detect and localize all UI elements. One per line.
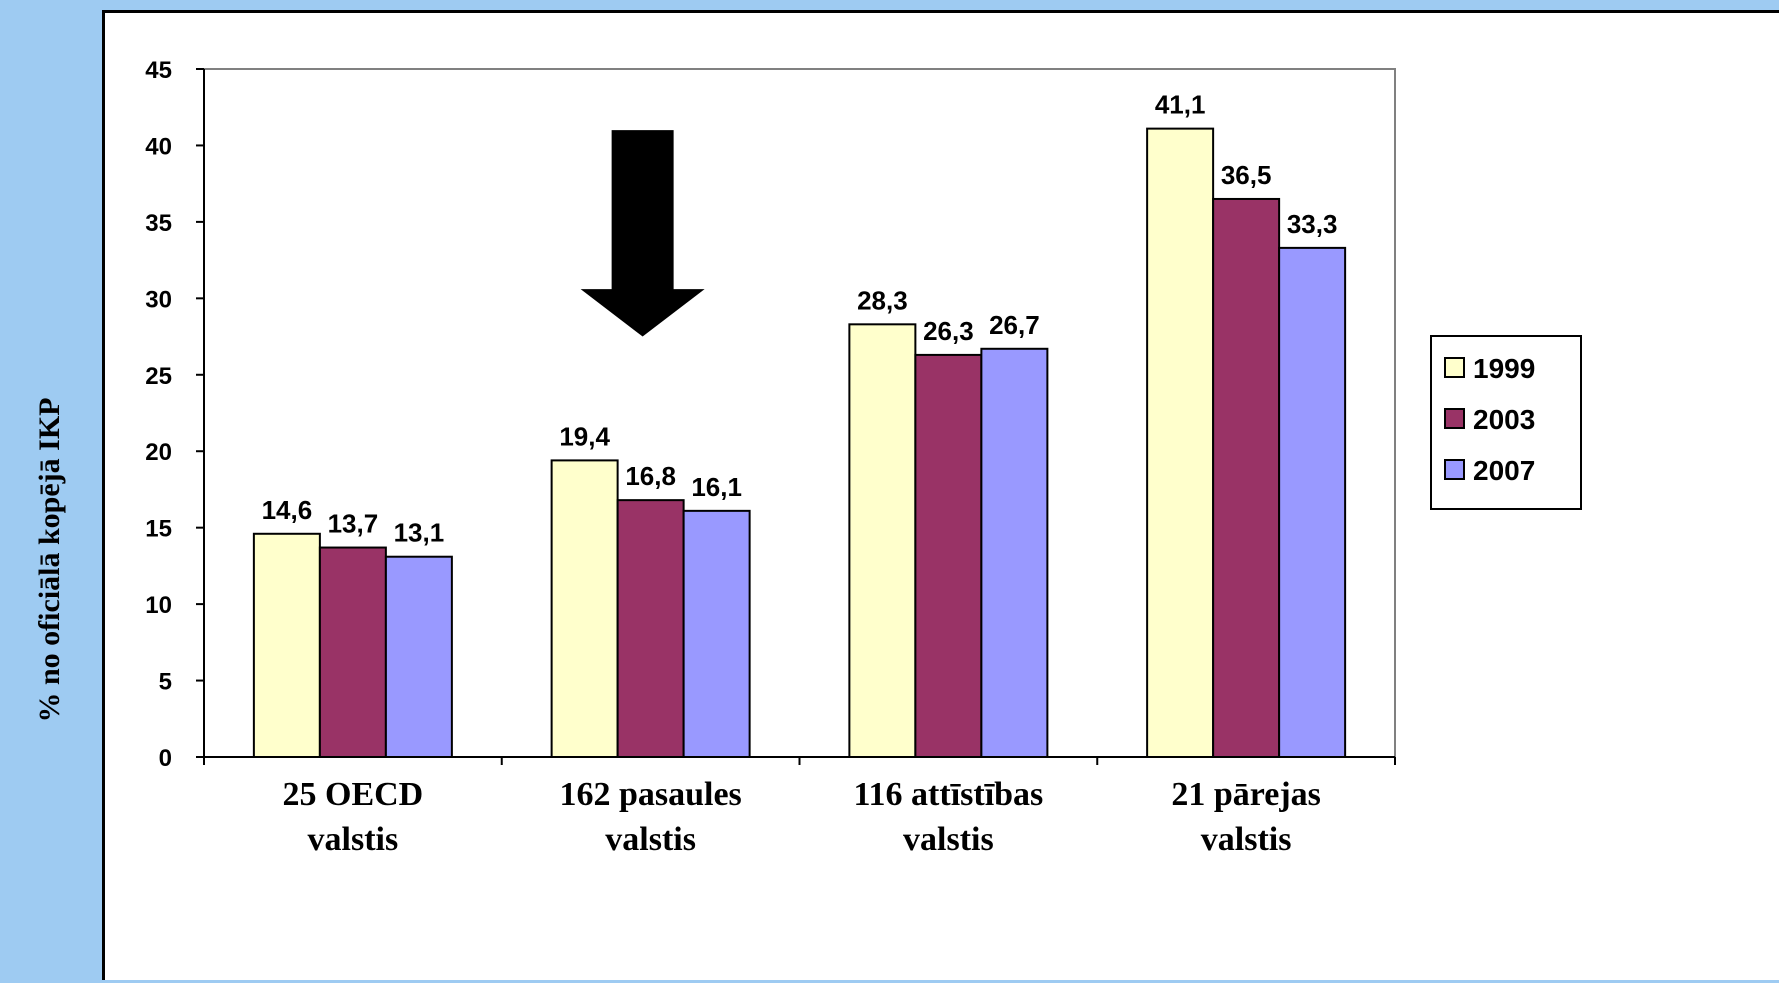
y-tick-label: 25 (145, 363, 172, 390)
y-tick-label: 35 (145, 210, 172, 237)
bar-2007 (682, 509, 751, 758)
y-tick-label: 45 (145, 57, 172, 84)
bar-1999 (848, 323, 917, 758)
data-label: 13,1 (394, 518, 445, 548)
legend-label: 2003 (1473, 404, 1535, 435)
bar-2003 (1212, 197, 1281, 758)
data-label: 19,4 (559, 421, 610, 451)
y-tick-label: 15 (145, 516, 172, 543)
legend-label: 1999 (1473, 353, 1535, 384)
category-label: 21 pārejas (1171, 776, 1321, 813)
data-label: 33,3 (1287, 209, 1338, 239)
chart-panel: 0 5 10 15 20 25 30 35 40 45 14,6 13,7 13,1 25 OECD val… (102, 10, 1779, 980)
y-axis-title: % no oficiālā kopējā IKP (33, 397, 66, 723)
category-label: 116 attīstības (853, 776, 1043, 813)
legend-swatch-2007 (1444, 459, 1465, 480)
legend-label: 2007 (1473, 455, 1535, 486)
bar-2007 (980, 347, 1049, 758)
bar-chart: 0 5 10 15 20 25 30 35 40 45 14,6 13,7 13,1 25 OECD val… (145, 57, 1582, 858)
category-label: 162 pasaules (559, 776, 741, 813)
y-tick-label: 20 (145, 439, 172, 466)
data-label: 41,1 (1155, 90, 1206, 120)
y-tick-label: 40 (145, 133, 172, 160)
category-label: valstis (903, 821, 994, 858)
data-label: 26,3 (923, 316, 974, 346)
data-label: 26,7 (989, 310, 1040, 340)
data-label: 28,3 (857, 285, 908, 315)
category-label: valstis (1201, 821, 1292, 858)
bar-2007 (384, 555, 453, 759)
bar-1999 (1146, 127, 1215, 759)
bar-2003 (318, 546, 387, 759)
data-label: 16,8 (625, 461, 676, 491)
y-tick-label: 5 (159, 669, 172, 696)
bar-2003 (616, 499, 685, 758)
data-label: 16,1 (691, 472, 742, 502)
down-arrow-annotation (580, 130, 705, 337)
category-label: valstis (308, 821, 399, 858)
bar-1999 (252, 532, 321, 758)
bar-2007 (1278, 246, 1347, 758)
data-label: 36,5 (1221, 160, 1272, 190)
data-label: 14,6 (262, 495, 313, 525)
bar-1999 (550, 459, 619, 758)
legend-swatch-2003 (1444, 408, 1465, 429)
legend-swatch-1999 (1444, 357, 1465, 378)
category-label: 25 OECD (283, 776, 424, 813)
y-axis-title-area: % no oficiālā kopējā IKP (0, 0, 100, 980)
y-tick-label: 0 (159, 745, 172, 772)
category-label: valstis (605, 821, 696, 858)
data-label: 13,7 (328, 509, 379, 539)
y-tick-label: 30 (145, 286, 172, 313)
bar-2003 (914, 353, 983, 758)
y-tick-label: 10 (145, 592, 172, 619)
